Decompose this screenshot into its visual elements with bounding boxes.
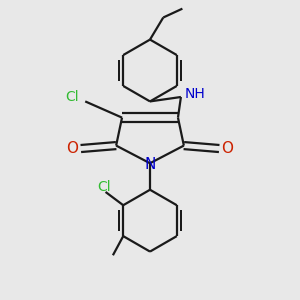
Text: O: O <box>221 141 233 156</box>
Text: Cl: Cl <box>65 90 79 104</box>
Text: NH: NH <box>184 87 205 101</box>
Text: O: O <box>67 141 79 156</box>
Text: N: N <box>144 157 156 172</box>
Text: Cl: Cl <box>97 180 111 194</box>
